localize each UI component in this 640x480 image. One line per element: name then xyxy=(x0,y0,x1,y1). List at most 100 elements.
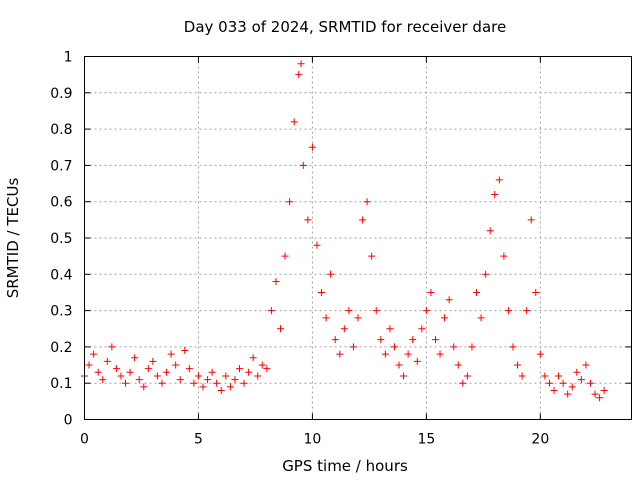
data-point xyxy=(345,307,353,315)
data-point xyxy=(295,71,303,79)
data-point xyxy=(190,379,198,387)
data-point xyxy=(468,343,476,351)
y-tick-label: 0.2 xyxy=(50,340,72,356)
data-point xyxy=(400,372,408,380)
data-point xyxy=(577,376,585,384)
data-point xyxy=(172,361,180,369)
data-point xyxy=(94,368,102,376)
data-point xyxy=(272,278,280,286)
data-point xyxy=(349,343,357,351)
y-tick-label: 0.5 xyxy=(50,231,72,247)
x-tick-label: 15 xyxy=(417,432,435,448)
x-tick-label: 0 xyxy=(80,432,89,448)
data-point xyxy=(586,379,594,387)
data-point xyxy=(491,190,499,198)
data-points xyxy=(81,60,608,402)
data-point xyxy=(208,368,216,376)
data-point xyxy=(381,350,389,358)
plot-frame xyxy=(84,56,632,420)
data-point xyxy=(395,361,403,369)
y-tick-label: 1 xyxy=(64,50,73,66)
data-point xyxy=(308,143,316,151)
x-tick-label: 10 xyxy=(304,432,322,448)
data-point xyxy=(377,336,385,344)
data-point xyxy=(144,365,152,373)
data-point xyxy=(226,383,234,391)
data-point xyxy=(582,361,590,369)
data-point xyxy=(363,198,371,206)
data-point xyxy=(596,394,604,402)
data-point xyxy=(409,336,417,344)
data-point xyxy=(509,343,517,351)
data-point xyxy=(454,361,462,369)
data-point xyxy=(523,307,531,315)
data-point xyxy=(591,390,599,398)
data-point xyxy=(185,365,193,373)
data-point xyxy=(122,379,130,387)
data-point xyxy=(436,350,444,358)
data-point xyxy=(254,372,262,380)
data-point xyxy=(504,307,512,315)
data-point xyxy=(199,383,207,391)
data-point xyxy=(541,372,549,380)
axis-ticks xyxy=(84,56,632,420)
data-point xyxy=(445,296,453,304)
data-point xyxy=(245,368,253,376)
data-point xyxy=(368,252,376,260)
data-point xyxy=(85,361,93,369)
data-point xyxy=(431,336,439,344)
data-point xyxy=(354,314,362,322)
data-point xyxy=(194,372,202,380)
data-point xyxy=(181,347,189,355)
data-point xyxy=(404,350,412,358)
data-point xyxy=(204,376,212,384)
data-point xyxy=(486,227,494,235)
y-tick-label: 0.3 xyxy=(50,304,72,320)
data-point xyxy=(267,307,275,315)
y-tick-label: 0.7 xyxy=(50,158,72,174)
data-point xyxy=(249,354,257,362)
data-point xyxy=(167,350,175,358)
data-point xyxy=(422,307,430,315)
data-point xyxy=(313,241,321,249)
data-point xyxy=(386,325,394,333)
data-point xyxy=(545,379,553,387)
data-point xyxy=(482,270,490,278)
data-point xyxy=(297,60,305,68)
data-point xyxy=(568,383,576,391)
data-point xyxy=(99,376,107,384)
data-point xyxy=(240,379,248,387)
data-point xyxy=(286,198,294,206)
data-point xyxy=(117,372,125,380)
data-point xyxy=(536,350,544,358)
x-tick-labels: 0 5 10 15 20 xyxy=(80,432,549,448)
y-tick-label: 0.1 xyxy=(50,376,72,392)
data-point xyxy=(427,288,435,296)
data-point xyxy=(550,386,558,394)
data-point xyxy=(103,357,111,365)
x-tick-label: 5 xyxy=(194,432,203,448)
y-tick-labels: 0 0.1 0.2 0.3 0.4 0.5 0.6 0.7 0.8 0.9 1 xyxy=(50,50,72,429)
data-point xyxy=(299,161,307,169)
data-point xyxy=(131,354,139,362)
data-point xyxy=(459,379,467,387)
data-point xyxy=(290,118,298,126)
y-tick-label: 0.6 xyxy=(50,195,72,211)
x-tick-label: 20 xyxy=(531,432,549,448)
data-point xyxy=(331,336,339,344)
data-point xyxy=(277,325,285,333)
data-point xyxy=(263,365,271,373)
data-point xyxy=(176,376,184,384)
data-point xyxy=(112,365,120,373)
data-point xyxy=(340,325,348,333)
x-axis-label: GPS time / hours xyxy=(282,457,408,475)
data-point xyxy=(495,176,503,184)
data-point xyxy=(281,252,289,260)
data-point xyxy=(217,386,225,394)
data-point xyxy=(527,216,535,224)
data-point xyxy=(322,314,330,322)
data-point xyxy=(390,343,398,351)
data-point xyxy=(564,390,572,398)
data-point xyxy=(222,372,230,380)
